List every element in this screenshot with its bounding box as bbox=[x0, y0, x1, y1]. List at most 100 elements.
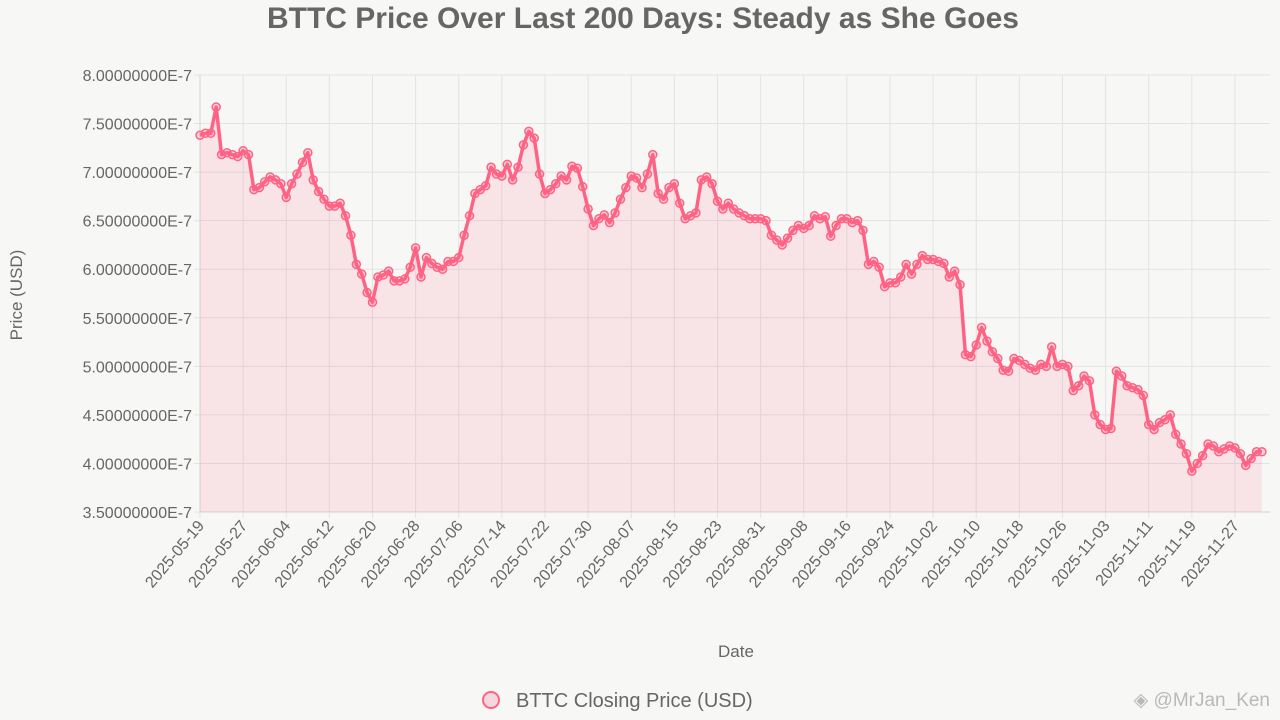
data-point[interactable] bbox=[340, 211, 351, 221]
data-point[interactable] bbox=[777, 240, 787, 250]
data-point[interactable] bbox=[610, 208, 620, 218]
data-point[interactable] bbox=[982, 336, 992, 346]
data-point[interactable] bbox=[410, 243, 421, 253]
data-point[interactable] bbox=[637, 182, 647, 193]
data-point[interactable] bbox=[691, 208, 701, 218]
data-point[interactable] bbox=[1090, 410, 1100, 420]
data-point[interactable] bbox=[1117, 371, 1127, 381]
data-point[interactable] bbox=[1176, 439, 1186, 449]
data-point[interactable] bbox=[604, 217, 615, 228]
data-point[interactable] bbox=[1084, 376, 1095, 386]
data-point[interactable] bbox=[1138, 390, 1149, 401]
data-point[interactable] bbox=[804, 220, 814, 231]
data-point[interactable] bbox=[211, 102, 221, 112]
data-point[interactable] bbox=[1149, 424, 1159, 435]
data-point[interactable] bbox=[551, 179, 561, 189]
data-point[interactable] bbox=[874, 262, 884, 273]
data-point[interactable] bbox=[1073, 381, 1084, 391]
data-point[interactable] bbox=[351, 259, 362, 270]
data-point[interactable] bbox=[966, 351, 976, 362]
data-point[interactable] bbox=[497, 171, 507, 181]
data-point[interactable] bbox=[1106, 423, 1116, 434]
data-point[interactable] bbox=[949, 266, 960, 276]
data-point[interactable] bbox=[281, 192, 291, 203]
data-point[interactable] bbox=[313, 186, 324, 197]
data-point[interactable] bbox=[1181, 448, 1192, 459]
data-point[interactable] bbox=[405, 262, 415, 273]
data-point[interactable] bbox=[464, 211, 475, 221]
data-point[interactable] bbox=[254, 182, 265, 193]
data-point[interactable] bbox=[831, 220, 841, 231]
data-point[interactable] bbox=[653, 188, 663, 199]
data-point[interactable] bbox=[206, 128, 216, 139]
data-point[interactable] bbox=[1030, 365, 1041, 375]
data-point[interactable] bbox=[707, 179, 717, 189]
data-point[interactable] bbox=[1003, 366, 1014, 376]
data-point[interactable] bbox=[507, 175, 518, 185]
data-point[interactable] bbox=[486, 162, 496, 173]
data-point[interactable] bbox=[416, 272, 426, 282]
data-point[interactable] bbox=[993, 353, 1003, 364]
data-point[interactable] bbox=[572, 163, 583, 173]
data-point[interactable] bbox=[761, 215, 771, 226]
data-point[interactable] bbox=[292, 169, 302, 179]
data-point[interactable] bbox=[276, 179, 286, 189]
data-point[interactable] bbox=[243, 149, 254, 160]
data-point[interactable] bbox=[518, 140, 529, 150]
data-point[interactable] bbox=[825, 231, 836, 241]
data-point[interactable] bbox=[529, 133, 539, 143]
data-point[interactable] bbox=[1165, 410, 1176, 420]
data-point[interactable] bbox=[362, 287, 372, 298]
legend[interactable]: BTTC Closing Price (USD) bbox=[482, 690, 753, 712]
data-point[interactable] bbox=[367, 297, 378, 307]
data-point[interactable] bbox=[480, 180, 491, 191]
data-point[interactable] bbox=[400, 274, 410, 284]
data-point[interactable] bbox=[1133, 384, 1143, 395]
data-point[interactable] bbox=[712, 196, 723, 206]
data-point[interactable] bbox=[976, 322, 987, 333]
data-point[interactable] bbox=[297, 157, 308, 168]
data-point[interactable] bbox=[669, 179, 680, 189]
data-point[interactable] bbox=[232, 151, 243, 162]
data-point[interactable] bbox=[631, 173, 642, 183]
data-point[interactable] bbox=[642, 169, 653, 179]
data-point[interactable] bbox=[1187, 466, 1197, 476]
data-point[interactable] bbox=[437, 264, 448, 274]
data-point[interactable] bbox=[502, 159, 512, 170]
data-point[interactable] bbox=[524, 126, 534, 137]
data-point[interactable] bbox=[545, 184, 556, 195]
data-point[interactable] bbox=[588, 220, 599, 231]
data-point[interactable] bbox=[421, 252, 432, 263]
data-point[interactable] bbox=[1046, 342, 1057, 352]
data-point[interactable] bbox=[303, 147, 313, 158]
data-point[interactable] bbox=[890, 278, 901, 288]
data-point[interactable] bbox=[534, 169, 545, 179]
data-point[interactable] bbox=[335, 198, 345, 208]
data-point[interactable] bbox=[1197, 450, 1208, 461]
data-point[interactable] bbox=[1041, 361, 1052, 372]
data-point[interactable] bbox=[1230, 443, 1240, 453]
data-point[interactable] bbox=[621, 182, 631, 193]
data-point[interactable] bbox=[648, 149, 658, 160]
data-point[interactable] bbox=[971, 340, 981, 350]
data-point[interactable] bbox=[901, 259, 911, 270]
data-point[interactable] bbox=[858, 225, 868, 236]
data-point[interactable] bbox=[912, 259, 922, 270]
data-point[interactable] bbox=[356, 269, 367, 279]
data-point[interactable] bbox=[987, 347, 998, 357]
data-point[interactable] bbox=[852, 215, 863, 226]
data-point[interactable] bbox=[346, 230, 356, 240]
data-point[interactable] bbox=[944, 272, 955, 282]
data-point[interactable] bbox=[820, 212, 831, 222]
data-point[interactable] bbox=[782, 233, 793, 243]
data-point[interactable] bbox=[615, 194, 626, 205]
data-point[interactable] bbox=[561, 175, 572, 185]
data-point[interactable] bbox=[319, 194, 329, 205]
data-point[interactable] bbox=[701, 172, 712, 182]
data-point[interactable] bbox=[286, 179, 297, 189]
data-point[interactable] bbox=[308, 175, 318, 185]
data-point[interactable] bbox=[1063, 361, 1073, 372]
data-point[interactable] bbox=[939, 258, 949, 269]
data-point[interactable] bbox=[718, 204, 728, 214]
data-point[interactable] bbox=[1170, 429, 1181, 440]
